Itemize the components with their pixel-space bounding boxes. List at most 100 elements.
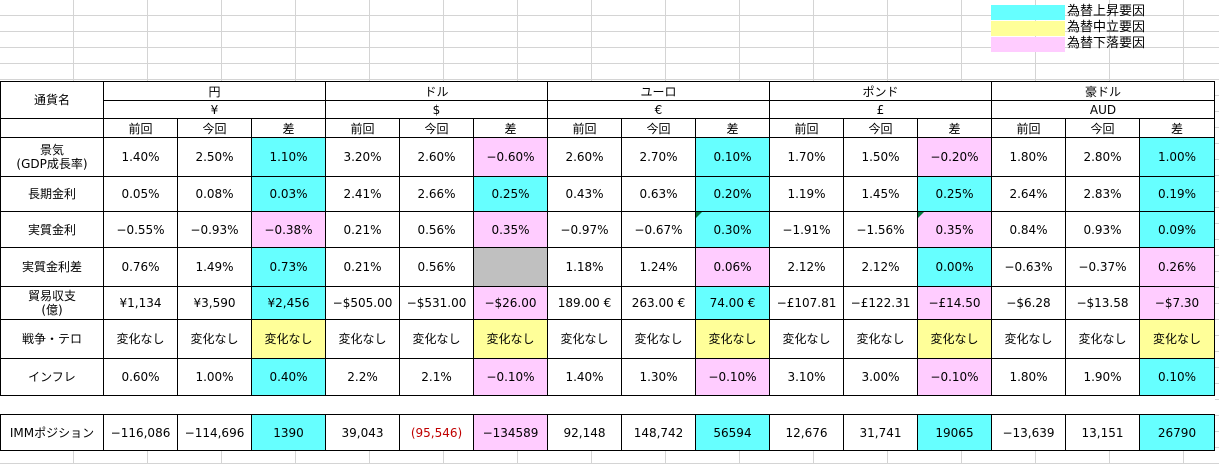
cell-diff[interactable]: −0.10%	[473, 358, 548, 396]
cell-diff[interactable]: 0.25%	[473, 176, 548, 212]
cell[interactable]: 1.24%	[621, 247, 696, 287]
cell[interactable]: 0.60%	[103, 358, 178, 396]
cell[interactable]: 0.93%	[1065, 211, 1140, 248]
cell-diff[interactable]: 0.03%	[251, 176, 326, 212]
cell[interactable]: 変化なし	[177, 319, 252, 359]
cell[interactable]: −$13.58	[1065, 286, 1140, 320]
cell[interactable]: 0.43%	[547, 176, 622, 212]
cell-diff[interactable]: −£14.50	[917, 286, 992, 320]
row-label-imm[interactable]: IMMポジション	[0, 414, 104, 451]
cell[interactable]: −0.63%	[991, 247, 1066, 287]
cell[interactable]: −£107.81	[769, 286, 844, 320]
cell[interactable]: 0.21%	[325, 247, 400, 287]
sub-header-curr[interactable]: 今回	[843, 118, 918, 138]
sub-header-curr[interactable]: 今回	[621, 118, 696, 138]
sub-header-diff[interactable]: 差	[1139, 118, 1215, 138]
sub-header-diff[interactable]: 差	[473, 118, 548, 138]
cell-diff[interactable]: −$26.00	[473, 286, 548, 320]
cell[interactable]: 3.10%	[769, 358, 844, 396]
row-label-war-terror[interactable]: 戦争・テロ	[0, 319, 104, 359]
cell[interactable]: 3.20%	[325, 137, 400, 177]
cell-diff-blank[interactable]	[473, 247, 548, 287]
cell[interactable]: 2.2%	[325, 358, 400, 396]
cell-diff[interactable]: −0.20%	[917, 137, 992, 177]
cell-diff[interactable]: 0.00%	[917, 247, 992, 287]
cell[interactable]: 12,676	[769, 414, 844, 451]
cell-diff[interactable]: 変化なし	[1139, 319, 1215, 359]
row-label-inflation[interactable]: インフレ	[0, 358, 104, 396]
sub-header-prev[interactable]: 前回	[325, 118, 400, 138]
cell[interactable]: 13,151	[1065, 414, 1140, 451]
cell[interactable]: 2.1%	[399, 358, 474, 396]
cell-diff[interactable]: 1.00%	[1139, 137, 1215, 177]
sub-header-curr[interactable]: 今回	[1065, 118, 1140, 138]
cell-diff[interactable]: 19065	[917, 414, 992, 451]
cell[interactable]: 1.90%	[1065, 358, 1140, 396]
sub-header-curr[interactable]: 今回	[399, 118, 474, 138]
cell[interactable]: −114,696	[177, 414, 252, 451]
cell[interactable]: 0.76%	[103, 247, 178, 287]
sub-header-prev[interactable]: 前回	[991, 118, 1066, 138]
sub-header-prev[interactable]: 前回	[769, 118, 844, 138]
cell[interactable]: 0.56%	[399, 247, 474, 287]
cell-diff[interactable]: 0.10%	[1139, 358, 1215, 396]
cell-diff[interactable]: −0.10%	[695, 358, 770, 396]
cell[interactable]: 1.40%	[103, 137, 178, 177]
cell[interactable]: 2.80%	[1065, 137, 1140, 177]
cell[interactable]: 3.00%	[843, 358, 918, 396]
cell[interactable]: ¥1,134	[103, 286, 178, 320]
cell-diff[interactable]: 0.19%	[1139, 176, 1215, 212]
cell[interactable]: 1.30%	[621, 358, 696, 396]
cell-diff[interactable]: 0.06%	[695, 247, 770, 287]
sub-header-diff[interactable]: 差	[917, 118, 992, 138]
spacer-cell[interactable]	[0, 395, 1215, 415]
cell[interactable]: 0.63%	[621, 176, 696, 212]
cell[interactable]: 0.08%	[177, 176, 252, 212]
sub-header-diff[interactable]: 差	[695, 118, 770, 138]
currency-symbol-aud[interactable]: AUD	[991, 100, 1215, 119]
cell[interactable]: 1.80%	[991, 137, 1066, 177]
cell-diff[interactable]: −134589	[473, 414, 548, 451]
cell[interactable]: 0.56%	[399, 211, 474, 248]
row-label-gdp[interactable]: 景気 (GDP成長率)	[0, 137, 104, 177]
cell[interactable]: −116,086	[103, 414, 178, 451]
cell-diff[interactable]: ¥2,456	[251, 286, 326, 320]
cell[interactable]: 39,043	[325, 414, 400, 451]
cell[interactable]: 31,741	[843, 414, 918, 451]
cell[interactable]: 2.60%	[399, 137, 474, 177]
cell[interactable]: 変化なし	[991, 319, 1066, 359]
cell[interactable]: −13,639	[991, 414, 1066, 451]
cell-diff[interactable]: −$7.30	[1139, 286, 1215, 320]
cell-diff[interactable]: 0.73%	[251, 247, 326, 287]
cell[interactable]: 263.00 €	[621, 286, 696, 320]
sub-header-prev[interactable]: 前回	[547, 118, 622, 138]
cell[interactable]: 2.12%	[843, 247, 918, 287]
cell-diff[interactable]: 0.35%	[917, 211, 992, 248]
cell-diff[interactable]: 74.00 €	[695, 286, 770, 320]
cell-diff[interactable]: 0.30%	[695, 211, 770, 248]
cell[interactable]: 2.60%	[547, 137, 622, 177]
cell[interactable]: 変化なし	[399, 319, 474, 359]
currency-symbol-euro[interactable]: €	[547, 100, 770, 119]
cell-diff[interactable]: 0.40%	[251, 358, 326, 396]
cell[interactable]: −1.56%	[843, 211, 918, 248]
cell[interactable]: −$505.00	[325, 286, 400, 320]
legend-row-up[interactable]: 為替上昇要因	[991, 4, 1145, 20]
cell-diff[interactable]: 56594	[695, 414, 770, 451]
cell-diff[interactable]: 0.26%	[1139, 247, 1215, 287]
cell[interactable]: 変化なし	[103, 319, 178, 359]
cell[interactable]: 0.84%	[991, 211, 1066, 248]
cell[interactable]: −1.91%	[769, 211, 844, 248]
cell[interactable]: 2.50%	[177, 137, 252, 177]
cell[interactable]: −$6.28	[991, 286, 1066, 320]
cell[interactable]: 2.12%	[769, 247, 844, 287]
cell[interactable]: 1.49%	[177, 247, 252, 287]
cell[interactable]: 0.21%	[325, 211, 400, 248]
cell[interactable]: ¥3,590	[177, 286, 252, 320]
cell[interactable]: −0.93%	[177, 211, 252, 248]
cell-diff[interactable]: 0.09%	[1139, 211, 1215, 248]
currency-symbol-yen[interactable]: ¥	[103, 100, 326, 119]
corner-header[interactable]: 通貨名	[0, 81, 104, 119]
cell[interactable]: 2.70%	[621, 137, 696, 177]
cell[interactable]: −0.97%	[547, 211, 622, 248]
